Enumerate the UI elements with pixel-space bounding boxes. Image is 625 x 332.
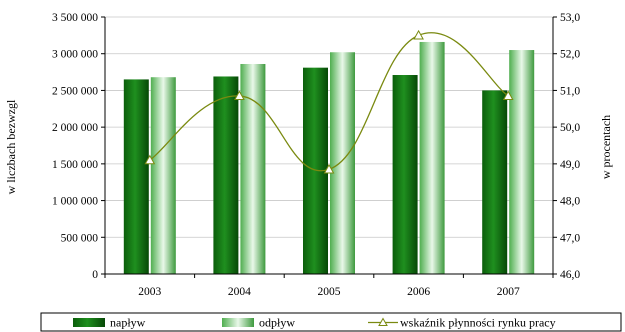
x-tick-label: 2006 [407,286,430,298]
y-tick-label-right: 53,0 [560,12,580,24]
bar-inflow [482,90,508,274]
rate-point [144,154,156,165]
y-axis-title-right: w procentach [599,115,613,179]
y-tick-label-left: 2 500 000 [52,85,98,97]
rate-point [502,90,514,101]
legend-marker-triangle [378,317,388,326]
y-tick-label-left: 3 500 000 [52,12,98,24]
axes [101,16,557,278]
x-tick-label: 2005 [318,286,341,298]
legend-label-outflow: odpływ [259,316,295,330]
y-tick-label-left: 3 000 000 [52,49,98,61]
x-tick-label: 2007 [497,286,520,298]
bar-inflow [123,79,149,275]
y-tick-label-right: 52,0 [560,49,580,61]
rate-line [144,29,514,174]
legend-border [40,312,622,332]
y-tick-label-left: 500 000 [61,232,99,244]
y-tick-label-right: 46,0 [560,269,580,281]
y-tick-label-left: 2 000 000 [52,122,98,134]
bars [123,41,535,275]
y-tick-label-left: 0 [92,269,98,281]
legend-label-inflow: napływ [110,316,146,330]
y-tick-label-right: 51,0 [560,85,580,97]
y-tick-label-left: 1 000 000 [52,196,98,208]
rate-point [413,29,424,40]
bar-outflow [419,41,445,274]
y-tick-label-left: 1 500 000 [52,159,98,171]
x-tick-label: 2004 [228,286,251,298]
legend-swatch-outflow [222,318,254,327]
y-tick-label-right: 48,0 [560,196,580,208]
bar-inflow [392,75,418,274]
y-tick-label-right: 49,0 [560,159,580,171]
legend: napływ odpływ wskaźnik płynności rynku p… [40,312,622,332]
legend-swatch-inflow [73,318,105,327]
bar-outflow [330,52,355,275]
bar-outflow [240,63,266,274]
rate-point [323,163,335,174]
y-tick-labels-right: 46,0 47,0 48,0 49,0 50,0 51,0 52,0 53,0 [560,12,580,281]
legend-label-rate: wskaźnik płynności rynku pracy [400,316,556,330]
y-axis-title-left: w liczbach bezwzgl [4,99,18,194]
bar-inflow [213,76,239,274]
x-tick-labels: 2003 2004 2005 2006 2007 [138,286,520,298]
rate-point [234,90,245,101]
x-tick-label: 2003 [138,286,161,298]
bar-outflow [150,77,176,274]
bar-outflow [509,50,535,274]
y-tick-labels-left: 0 500 000 1 000 000 1 500 000 2 000 000 2 500… [52,12,98,281]
y-tick-label-right: 47,0 [560,232,580,244]
y-tick-label-right: 50,0 [560,122,580,134]
